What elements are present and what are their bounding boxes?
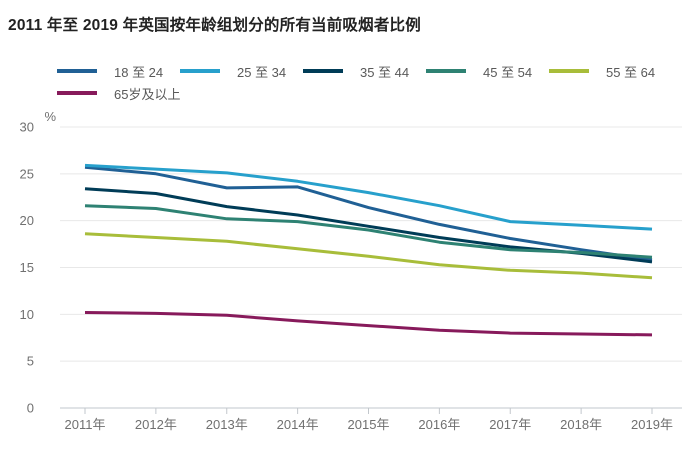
legend-swatch	[57, 91, 97, 95]
legend-label: 45 至 54	[483, 64, 533, 80]
legend-item: 35 至 44	[303, 60, 426, 82]
y-axis-label: 30	[20, 119, 34, 134]
x-axis-label: 2013年	[206, 417, 248, 432]
x-axis-label: 2011年	[65, 417, 106, 432]
x-axis-label: 2016年	[418, 417, 460, 432]
series-line-4	[84, 232, 653, 280]
legend-item: 65岁及以上	[57, 82, 180, 104]
series-line-3	[84, 204, 653, 259]
series-line-0	[84, 165, 653, 262]
legend-swatch	[180, 69, 220, 73]
x-axis-label: 2017年	[489, 417, 531, 432]
x-axis-label: 2014年	[277, 417, 319, 432]
x-axis-label: 2018年	[560, 417, 602, 432]
legend-swatch	[303, 69, 343, 73]
legend-label: 35 至 44	[360, 64, 410, 80]
legend-label: 55 至 64	[606, 64, 656, 80]
y-axis-label: 5	[27, 354, 34, 369]
chart-title: 2011 年至 2019 年英国按年龄组划分的所有当前吸烟者比例	[8, 17, 421, 34]
legend-swatch	[549, 69, 589, 73]
legend-label: 65岁及以上	[114, 86, 181, 102]
series-line-1	[84, 163, 653, 231]
x-axis-label: 2015年	[348, 417, 390, 432]
y-axis-label: 25	[20, 166, 34, 181]
legend-label: 18 至 24	[114, 64, 164, 80]
y-axis-label: 20	[20, 213, 34, 228]
legend-item: 45 至 54	[426, 60, 549, 82]
legend-swatch	[57, 69, 97, 73]
chart-legend: 18 至 24 25 至 34 35 至 44 45 至 54 55 至 64 65岁及以…	[57, 60, 689, 104]
y-axis-label: 0	[27, 401, 34, 416]
x-axis-label: 2019年	[631, 417, 673, 432]
legend-item: 55 至 64	[549, 60, 672, 82]
series-line-5	[84, 311, 653, 337]
legend-item: 18 至 24	[57, 60, 180, 82]
y-axis-unit-label: %	[44, 109, 56, 124]
x-axis-label: 2012年	[135, 417, 177, 432]
legend-item: 25 至 34	[180, 60, 303, 82]
y-axis-label: 10	[20, 307, 34, 322]
legend-swatch	[426, 69, 466, 73]
legend-label: 25 至 34	[237, 64, 287, 80]
y-axis-label: 15	[20, 260, 34, 275]
